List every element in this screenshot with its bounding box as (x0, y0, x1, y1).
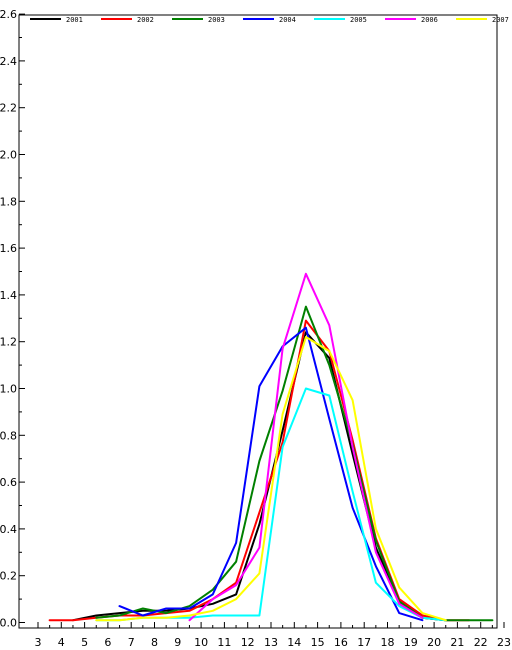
y-tick-label: 2.6 (0, 8, 17, 21)
y-tick-label: 1.2 (0, 336, 17, 349)
y-tick-label: 2.2 (0, 102, 17, 115)
x-tick-label: 9 (174, 636, 181, 649)
plot-frame (18, 14, 498, 629)
x-tick-label: 17 (357, 636, 371, 649)
x-tick-label: 13 (264, 636, 278, 649)
x-tick-label: 16 (334, 636, 348, 649)
legend-label-2003: 2003 (208, 16, 225, 24)
series-line-2004 (118, 326, 424, 622)
y-tick-label: 1.8 (0, 195, 17, 208)
y-tick-label: 0.8 (0, 429, 17, 442)
x-tick-label: 5 (81, 636, 88, 649)
x-tick-label: 6 (104, 636, 111, 649)
x-tick-label: 18 (381, 636, 395, 649)
series-line-2006 (188, 272, 424, 622)
series-line-2007 (95, 336, 447, 622)
x-tick-label: 10 (194, 636, 208, 649)
x-tick-label: 12 (241, 636, 255, 649)
legend-label-2006: 2006 (421, 16, 438, 24)
x-tick-label: 3 (35, 636, 42, 649)
x-tick-label: 15 (311, 636, 325, 649)
y-tick-label: 2.0 (0, 149, 17, 162)
x-tick-label: 4 (58, 636, 65, 649)
y-tick-label: 1.4 (0, 289, 17, 302)
x-tick-label: 20 (427, 636, 441, 649)
x-tick-label: 8 (151, 636, 158, 649)
legend-label-2007: 2007 (492, 16, 509, 24)
y-tick-label: 0.6 (0, 476, 17, 489)
legend-label-2005: 2005 (350, 16, 367, 24)
x-tick-label: 19 (404, 636, 418, 649)
x-tick-label: 21 (450, 636, 464, 649)
y-tick-label: 1.6 (0, 242, 17, 255)
series-layer (48, 272, 494, 622)
x-tick-label: 7 (128, 636, 135, 649)
legend-label-2002: 2002 (137, 16, 154, 24)
y-tick-label: 0.2 (0, 570, 17, 583)
x-tick-label: 23 (497, 636, 511, 649)
y-tick-label: 2.4 (0, 55, 17, 68)
y-tick-label: 0.4 (0, 523, 17, 536)
legend-label-2004: 2004 (279, 16, 296, 24)
legend-label-2001: 2001 (66, 16, 83, 24)
y-tick-label: 0.0 (0, 617, 17, 630)
x-tick-label: 22 (474, 636, 488, 649)
x-tick-label: 14 (287, 636, 301, 649)
legend: 2001 2002 2003 2004 2005 2006 2007 (30, 16, 509, 24)
y-tick-label: 1.0 (0, 383, 17, 396)
x-tick-label: 11 (217, 636, 231, 649)
